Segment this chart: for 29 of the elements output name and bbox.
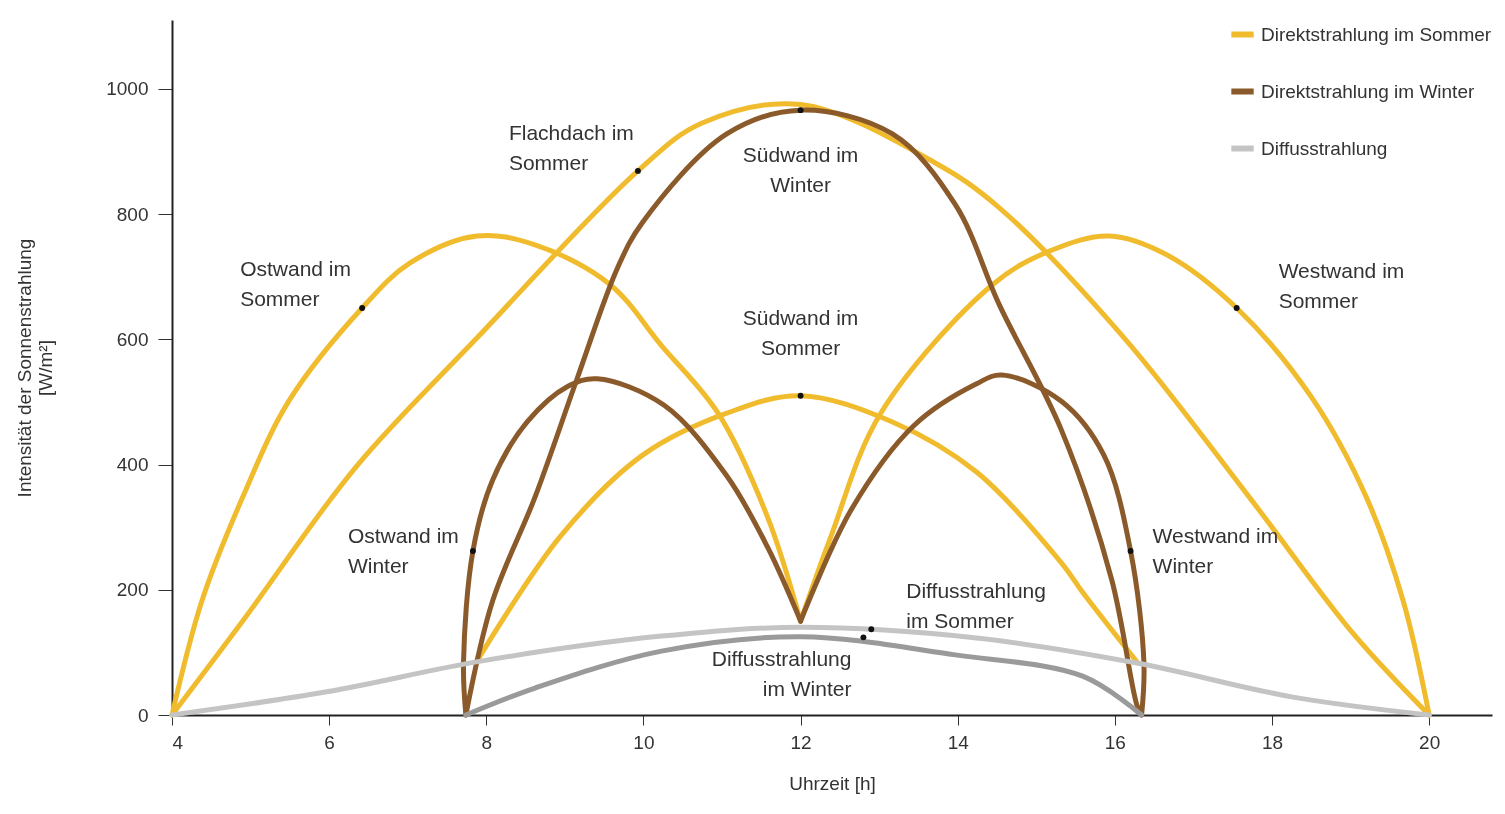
x-tick-label: 8 xyxy=(481,731,493,753)
y-axis-title: Intensität der Sonnenstrahlung [W/m²] xyxy=(14,238,57,498)
y-tick-label: 400 xyxy=(116,454,149,476)
y-tick-label: 800 xyxy=(116,203,149,225)
x-tick-label: 10 xyxy=(633,731,655,753)
x-tick-label: 20 xyxy=(1419,731,1441,753)
annotation: Ostwand im Winter xyxy=(347,523,459,577)
annotation: Südwand im Winter xyxy=(742,143,859,197)
legend-label: Direktstrahlung im Sommer xyxy=(1261,23,1492,45)
y-tick-label: 1000 xyxy=(106,78,149,100)
annotation: Diffusstrahlung im Winter xyxy=(711,647,852,701)
annotation: Diffusstrahlung im Sommer xyxy=(906,579,1046,633)
x-tick-label: 16 xyxy=(1104,731,1126,753)
y-tick-label: 200 xyxy=(116,579,149,601)
annotation: Südwand im Sommer xyxy=(742,305,859,359)
x-tick-label: 18 xyxy=(1261,731,1284,753)
annotation: Westwand im Sommer xyxy=(1278,259,1405,313)
x-tick-label: 6 xyxy=(324,731,335,753)
annotation: Flachdach im Sommer xyxy=(508,120,634,174)
annotation: Westwand im Winter xyxy=(1152,523,1279,577)
x-tick-label: 4 xyxy=(172,731,184,753)
y-tick-label: 600 xyxy=(116,328,149,350)
x-tick-label: 12 xyxy=(790,731,812,753)
legend-label: Direktstrahlung im Winter xyxy=(1261,80,1475,102)
x-axis-title: Uhrzeit [h] xyxy=(789,772,876,794)
annotation: Ostwand im Sommer xyxy=(240,257,352,311)
x-tick-label: 14 xyxy=(947,731,970,753)
legend-label: Diffusstrahlung xyxy=(1261,137,1388,159)
y-tick-label: 0 xyxy=(137,704,149,726)
